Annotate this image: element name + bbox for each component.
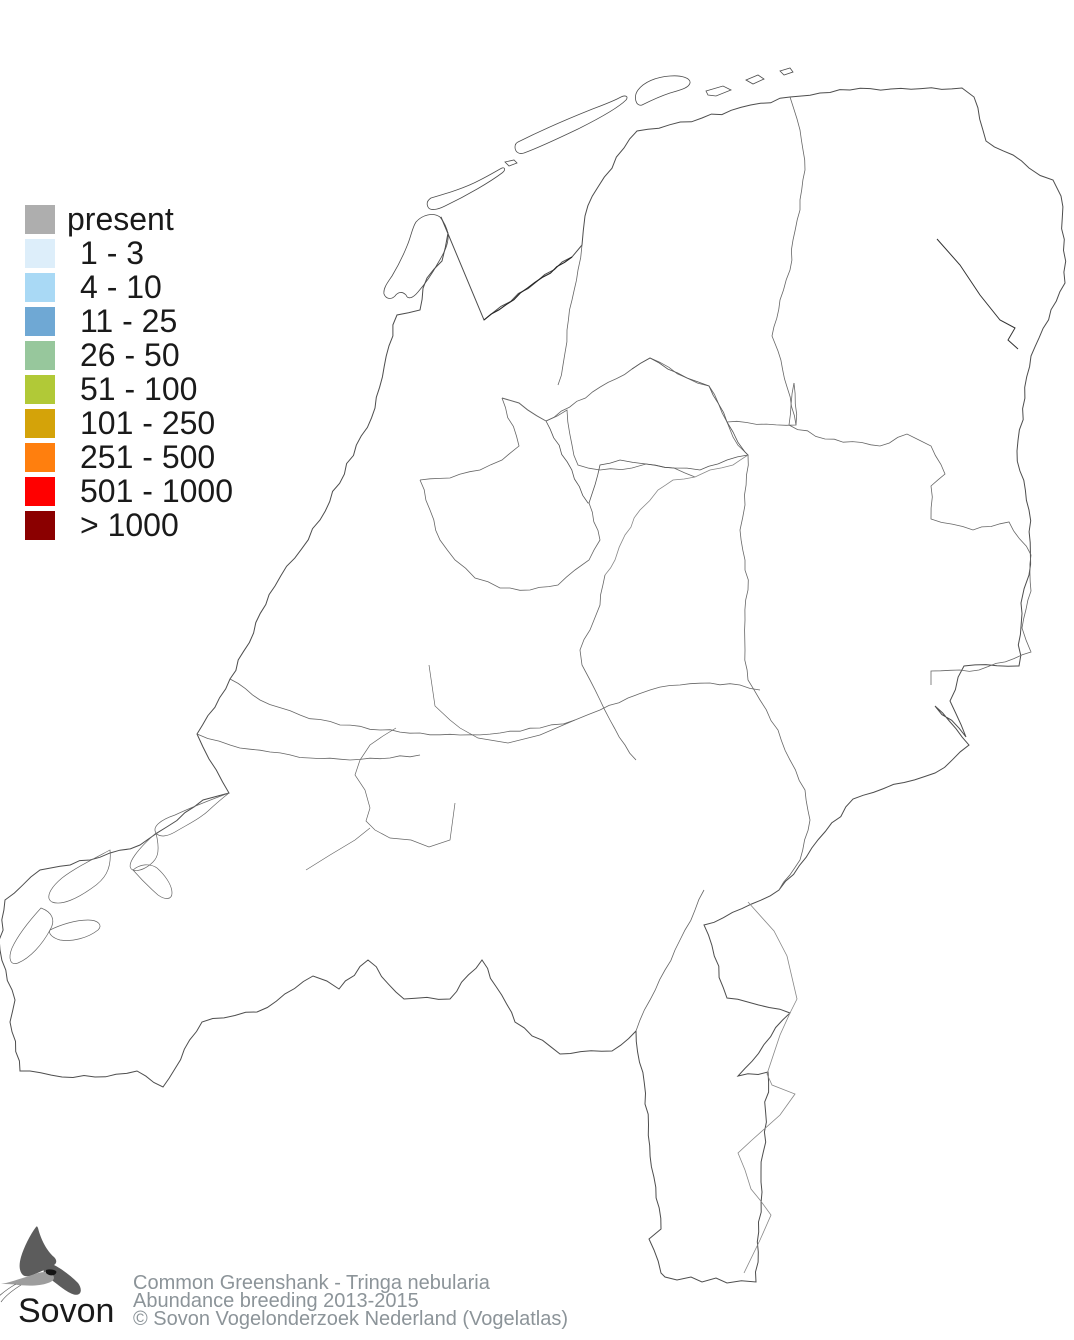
svg-text:present: present: [67, 201, 174, 237]
svg-text:101 - 250: 101 - 250: [80, 405, 215, 441]
svg-text:Sovon: Sovon: [18, 1292, 114, 1330]
svg-text:501 - 1000: 501 - 1000: [80, 473, 233, 509]
svg-text:11 - 25: 11 - 25: [80, 303, 177, 339]
svg-text:1 - 3: 1 - 3: [80, 235, 144, 271]
svg-text:> 1000: > 1000: [80, 507, 179, 543]
svg-text:51 - 100: 51 - 100: [80, 371, 197, 407]
svg-text:251 - 500: 251 - 500: [80, 439, 215, 475]
svg-text:© Sovon Vogelonderzoek Nederla: © Sovon Vogelonderzoek Nederland (Vogela…: [133, 1308, 568, 1330]
svg-text:26 - 50: 26 - 50: [80, 337, 180, 373]
svg-text:4 - 10: 4 - 10: [80, 269, 162, 305]
